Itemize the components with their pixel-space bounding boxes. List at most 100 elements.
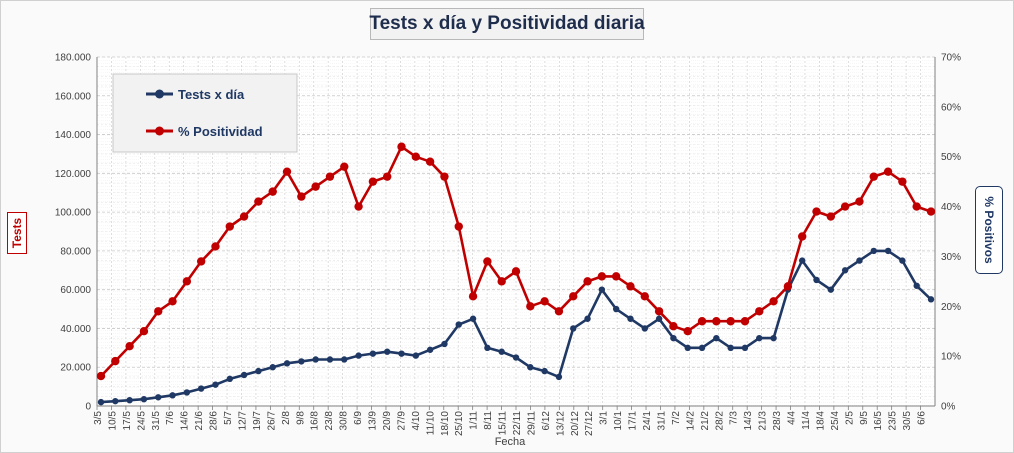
data-point-tests xyxy=(355,352,362,359)
data-point-tests xyxy=(498,348,505,355)
data-point-positividad xyxy=(597,272,607,281)
data-point-positividad xyxy=(468,292,478,301)
data-point-tests xyxy=(269,364,276,371)
data-point-positividad xyxy=(712,317,721,326)
y-right-tick-label: 20% xyxy=(941,302,961,313)
data-point-tests xyxy=(655,315,663,322)
x-tick-label: 24/5 xyxy=(136,411,147,431)
x-tick-label: 29/11 xyxy=(526,411,537,436)
data-point-tests xyxy=(884,247,892,255)
data-point-positividad xyxy=(297,192,306,201)
data-point-tests xyxy=(469,315,477,322)
x-tick-label: 14/6 xyxy=(180,411,191,431)
data-point-tests xyxy=(555,373,563,381)
x-tick-label: 6/6 xyxy=(917,411,928,425)
x-tick-label: 4/10 xyxy=(411,411,422,431)
x-tick-label: 3/5 xyxy=(93,411,104,425)
data-point-positividad xyxy=(669,322,678,331)
x-tick-label: 16/5 xyxy=(873,411,884,431)
data-point-tests xyxy=(326,356,334,363)
x-tick-label: 18/10 xyxy=(440,411,451,436)
x-tick-label: 11/10 xyxy=(425,411,436,436)
x-tick-label: 27/12 xyxy=(584,411,595,436)
y-right-tick-label: 50% xyxy=(941,152,961,163)
y-left-tick-label: 100.000 xyxy=(55,208,92,219)
x-tick-label: 17/5 xyxy=(122,411,133,431)
data-point-tests xyxy=(770,334,777,342)
data-point-tests xyxy=(641,325,648,332)
x-tick-label: 15/11 xyxy=(498,411,509,436)
x-tick-label: 25/4 xyxy=(830,411,841,431)
x-tick-label: 16/8 xyxy=(310,411,321,431)
data-point-positividad xyxy=(511,267,521,276)
legend-label-tests: Tests x día xyxy=(178,87,245,102)
data-point-positividad xyxy=(626,282,635,291)
legend-box xyxy=(112,73,298,153)
data-point-positividad xyxy=(425,157,435,166)
x-tick-label: 13/12 xyxy=(555,411,566,436)
y-axis-left-label-box: Tests xyxy=(7,212,27,254)
data-point-tests xyxy=(398,350,405,357)
y-left-tick-label: 40.000 xyxy=(60,324,91,335)
data-point-tests xyxy=(283,360,291,367)
x-tick-label: 2/5 xyxy=(844,411,855,425)
legend-label-positividad: % Positividad xyxy=(178,124,263,139)
x-tick-label: 13/9 xyxy=(368,411,379,431)
data-point-positividad xyxy=(483,257,492,266)
data-point-tests xyxy=(426,346,434,353)
series-layer xyxy=(96,142,936,406)
data-point-tests xyxy=(827,286,835,293)
data-point-tests xyxy=(455,321,462,328)
data-point-positividad xyxy=(898,177,907,186)
x-tick-label: 10/1 xyxy=(613,411,624,431)
x-tick-label: 11/4 xyxy=(801,411,812,430)
data-point-positividad xyxy=(740,317,750,326)
y-left-tick-label: 20.000 xyxy=(60,363,91,374)
x-tick-label: 30/5 xyxy=(902,411,913,431)
x-tick-label: 3/1 xyxy=(599,411,610,425)
data-point-positividad xyxy=(611,272,621,281)
data-point-tests xyxy=(226,375,233,383)
data-point-positividad xyxy=(883,167,893,176)
x-tick-label: 21/2 xyxy=(700,411,711,431)
data-point-tests xyxy=(570,325,577,332)
grid-layer xyxy=(96,56,935,407)
legend-swatch-marker-tests xyxy=(155,89,164,99)
x-tick-label: 30/8 xyxy=(339,411,350,431)
data-point-tests xyxy=(169,392,176,399)
data-point-tests xyxy=(698,344,706,352)
data-point-positividad xyxy=(683,327,692,336)
data-point-positividad xyxy=(726,317,735,326)
legend-swatch-marker-positividad xyxy=(155,126,164,136)
data-point-positividad xyxy=(497,277,506,286)
data-point-positividad xyxy=(383,172,392,181)
data-point-positividad xyxy=(239,212,249,221)
x-tick-label: 9/8 xyxy=(295,411,306,425)
data-point-tests xyxy=(612,305,620,313)
data-point-positividad xyxy=(569,292,578,301)
data-point-positividad xyxy=(840,202,850,211)
data-point-positividad xyxy=(583,277,592,286)
x-tick-label: 20/12 xyxy=(570,411,581,436)
y-left-tick-label: 60.000 xyxy=(60,285,91,296)
data-point-positividad xyxy=(225,222,234,231)
x-tick-label: 10/5 xyxy=(107,411,118,431)
data-point-positividad xyxy=(340,162,349,171)
data-point-positividad xyxy=(397,142,406,151)
y-left-tick-label: 140.000 xyxy=(55,130,92,141)
data-point-tests xyxy=(112,397,119,405)
x-tick-label: 2/8 xyxy=(281,411,292,425)
data-point-tests xyxy=(741,344,749,352)
x-tick-label: 6/9 xyxy=(353,411,364,425)
data-point-positividad xyxy=(139,327,149,336)
data-point-tests xyxy=(412,352,420,359)
data-point-positividad xyxy=(755,307,764,316)
y-right-tick-label: 70% xyxy=(941,53,961,64)
data-point-positividad xyxy=(125,341,134,351)
data-point-tests xyxy=(155,394,162,401)
data-point-positividad xyxy=(111,356,120,366)
data-point-positividad xyxy=(540,297,549,306)
x-tick-label: 8/11 xyxy=(483,411,494,430)
data-point-positividad xyxy=(311,182,320,191)
y-right-tick-label: 40% xyxy=(941,202,961,213)
